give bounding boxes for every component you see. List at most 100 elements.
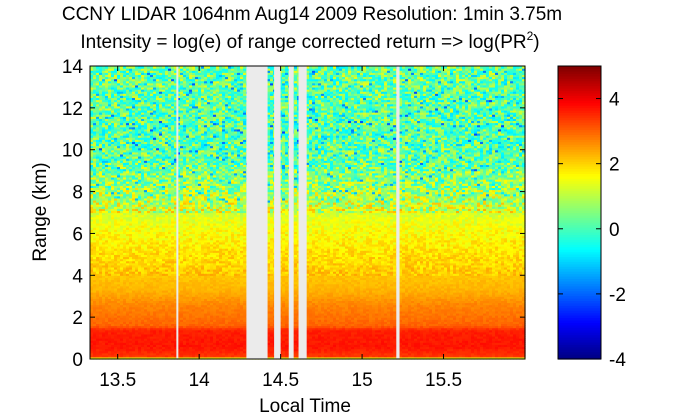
heatmap-cell [417, 340, 421, 343]
heatmap-cell [177, 344, 181, 348]
heatmap-cell [372, 342, 376, 345]
heatmap-cell [381, 344, 385, 348]
heatmap-cell [312, 350, 316, 354]
heatmap-cell [363, 350, 367, 354]
heatmap-cell [513, 340, 517, 343]
heatmap-cell [162, 342, 166, 345]
heatmap-cell [441, 350, 445, 354]
heatmap-cell [237, 338, 241, 341]
heatmap-cell [477, 352, 481, 356]
heatmap-cell [342, 342, 346, 345]
heatmap-cell [90, 340, 94, 343]
heatmap-cell [327, 346, 331, 350]
heatmap-cell [462, 342, 466, 345]
heatmap-cell [222, 338, 226, 341]
heatmap-cell [225, 340, 229, 343]
heatmap-cell [519, 354, 523, 358]
heatmap-cell [270, 348, 274, 352]
heatmap-cell [201, 338, 205, 341]
heatmap-cell [96, 342, 100, 345]
heatmap-cell [225, 344, 229, 348]
heatmap-cell [144, 340, 148, 343]
heatmap-cell [234, 338, 238, 341]
heatmap-cell [159, 356, 163, 360]
heatmap-cell [294, 338, 298, 341]
heatmap-cell [144, 352, 148, 356]
heatmap-cell [285, 348, 289, 352]
heatmap-cell [183, 356, 187, 360]
heatmap-cell [120, 350, 124, 354]
heatmap-cell [243, 356, 247, 360]
heatmap-cell [411, 356, 415, 360]
heatmap-cell [324, 356, 328, 360]
heatmap-cell [156, 352, 160, 356]
heatmap-cell [222, 342, 226, 345]
heatmap-cell [360, 348, 364, 352]
heatmap-cell [405, 354, 409, 358]
heatmap-cell [339, 350, 343, 354]
heatmap-cell [390, 346, 394, 350]
heatmap-cell [318, 344, 322, 348]
heatmap-cell [336, 338, 340, 341]
heatmap-cell [399, 342, 403, 345]
heatmap-cell [330, 338, 334, 341]
heatmap-cell [489, 356, 493, 360]
heatmap-cell [360, 346, 364, 350]
heatmap-cell [117, 342, 121, 345]
heatmap-cell [468, 338, 472, 341]
heatmap-cell [519, 342, 523, 345]
heatmap-cell [372, 340, 376, 343]
heatmap-cell [462, 344, 466, 348]
heatmap-cell [105, 340, 109, 343]
heatmap-cell [105, 348, 109, 352]
heatmap-cell [426, 346, 430, 350]
heatmap-cell [117, 338, 121, 341]
heatmap-cell [309, 344, 313, 348]
heatmap-cell [180, 344, 184, 348]
heatmap-cell [144, 356, 148, 360]
heatmap-cell [456, 350, 460, 354]
heatmap-cell [153, 340, 157, 343]
heatmap-cell [93, 352, 97, 356]
heatmap-cell [450, 354, 454, 358]
heatmap-cell [123, 348, 127, 352]
heatmap-cell [381, 338, 385, 341]
heatmap-cell [306, 348, 310, 352]
heatmap-cell [222, 348, 226, 352]
heatmap-cell [408, 348, 412, 352]
heatmap-cell [198, 350, 202, 354]
heatmap-cell [171, 350, 175, 354]
heatmap-cell [426, 348, 430, 352]
heatmap-cell [393, 348, 397, 352]
heatmap-cell [477, 342, 481, 345]
heatmap-cell [390, 350, 394, 354]
heatmap-cell [282, 344, 286, 348]
heatmap-cell [363, 356, 367, 360]
heatmap-cell [438, 348, 442, 352]
heatmap-cell [177, 338, 181, 341]
heatmap-cell [153, 342, 157, 345]
heatmap-cell [426, 344, 430, 348]
heatmap-cell [198, 352, 202, 356]
heatmap-cell [141, 348, 145, 352]
heatmap-cell [213, 354, 217, 358]
heatmap-cell [96, 356, 100, 360]
heatmap-cell [141, 340, 145, 343]
heatmap-cell [165, 350, 169, 354]
subtitle-end: ) [533, 32, 539, 53]
heatmap-cell [453, 338, 457, 341]
heatmap-cell [417, 342, 421, 345]
heatmap-cell [231, 344, 235, 348]
heatmap-cell [504, 352, 508, 356]
heatmap-cell [126, 354, 130, 358]
heatmap-cell [126, 340, 130, 343]
heatmap-cell [216, 342, 220, 345]
heatmap-cell [501, 354, 505, 358]
heatmap-cell [486, 340, 490, 343]
heatmap-cell [225, 356, 229, 360]
heatmap-cell [216, 356, 220, 360]
heatmap-cell [231, 354, 235, 358]
heatmap-cell [441, 356, 445, 360]
heatmap-cell [201, 342, 205, 345]
heatmap-cell [459, 342, 463, 345]
